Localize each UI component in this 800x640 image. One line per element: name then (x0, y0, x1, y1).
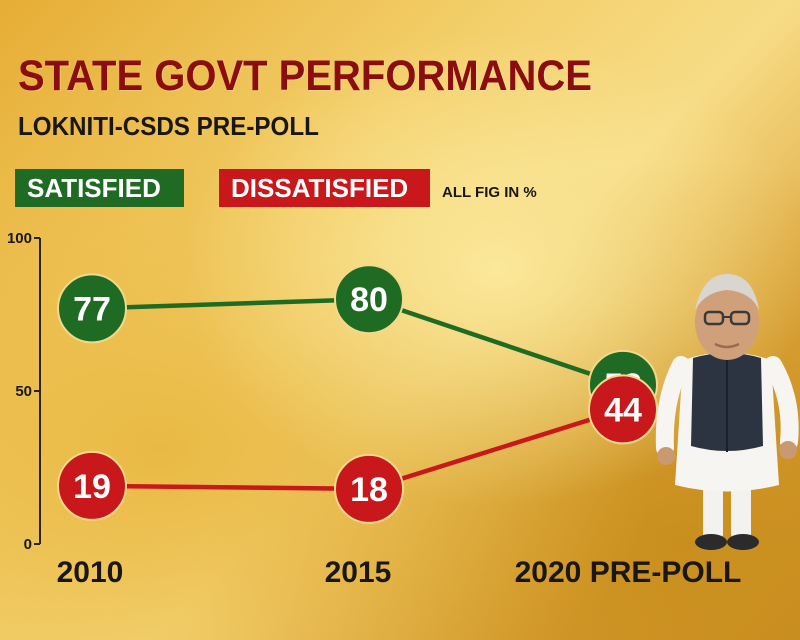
y-tick-label: 50 (15, 383, 32, 400)
y-tick-label: 0 (24, 536, 32, 553)
x-tick-label: 2020 PRE-POLL (515, 556, 742, 589)
x-tick-label: 2015 (325, 556, 392, 589)
series-layer: 778052191844 (57, 264, 658, 524)
legend-dissatisfied: DISSATISFIED (219, 169, 430, 207)
data-label-satisfied: 77 (73, 290, 111, 328)
data-label-dissatisfied: 44 (604, 391, 642, 429)
x-tick-label: 2010 (57, 556, 124, 589)
chart-subtitle: LOKNITI-CSDS PRE-POLL (18, 111, 319, 141)
chart-axes: 0 50 100 (7, 230, 41, 553)
unit-note: ALL FIG IN % (442, 184, 537, 201)
chart-title: STATE GOVT PERFORMANCE (18, 52, 592, 100)
data-label-satisfied: 80 (350, 281, 388, 319)
data-point-dissatisfied (588, 374, 658, 445)
y-tick-label: 100 (7, 230, 32, 247)
person-illustration (655, 274, 799, 550)
data-point-dissatisfied (57, 450, 127, 521)
data-point-dissatisfied (334, 453, 404, 524)
legend-satisfied: SATISFIED (15, 169, 184, 207)
data-point-satisfied (334, 264, 404, 335)
data-label-dissatisfied: 19 (73, 468, 111, 506)
data-point-satisfied (57, 273, 127, 344)
x-axis-ticks: 2010 2015 2020 PRE-POLL (57, 556, 742, 589)
data-label-dissatisfied: 18 (350, 471, 388, 509)
